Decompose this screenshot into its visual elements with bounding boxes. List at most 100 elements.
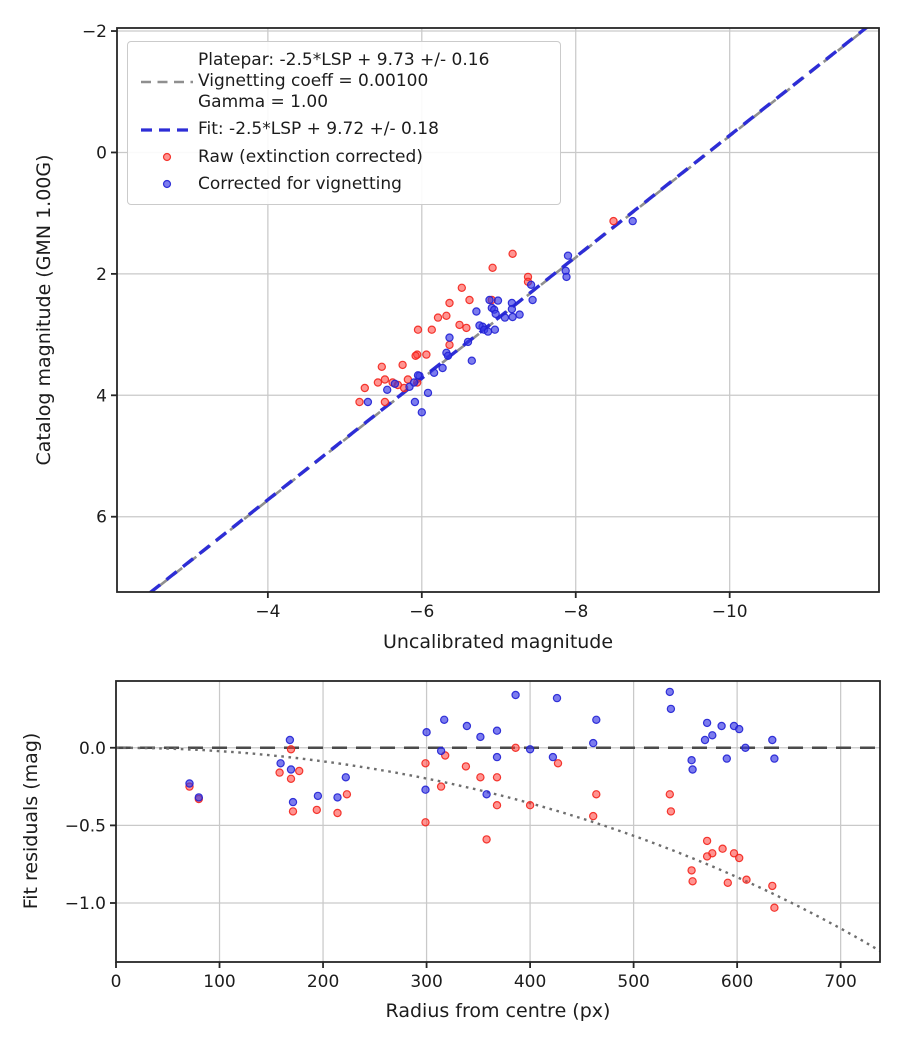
y-tick-label: −1.0 <box>65 894 106 914</box>
scatter-point-corrected <box>445 333 454 342</box>
tick-marks <box>110 746 842 968</box>
scatter-point-corrected <box>333 793 342 802</box>
scatter-point-corrected <box>285 735 295 745</box>
scatter-point-corrected <box>288 797 298 807</box>
scatter-point-raw <box>770 903 779 912</box>
scatter-point-raw <box>525 801 535 810</box>
scatter-point-raw <box>666 807 676 816</box>
scatter-point-corrected <box>708 731 717 740</box>
scatter-point-corrected <box>562 272 571 282</box>
scatter-point-corrected <box>526 280 536 289</box>
scatter-point-raw <box>411 351 420 360</box>
series-corrected <box>185 687 779 807</box>
fit-dashed-line-sample <box>136 126 198 134</box>
scatter-point-raw <box>436 782 446 791</box>
scatter-point-corrected <box>383 385 392 394</box>
scatter-point-corrected <box>443 351 453 360</box>
scatter-point-corrected <box>563 251 573 260</box>
scatter-point-corrected <box>688 765 697 774</box>
x-tick-label: −8 <box>563 602 588 622</box>
legend-corrected-label: Corrected for vignetting <box>198 173 402 194</box>
scatter-point-raw <box>718 844 727 853</box>
bottom-y-axis-label: Fit residuals (mag) <box>20 732 42 910</box>
scatter-point-corrected <box>552 693 562 703</box>
scatter-point-corrected <box>421 785 430 794</box>
red-dot-icon <box>162 153 172 162</box>
scatter-point-raw <box>462 323 471 333</box>
scatter-point-corrected <box>417 408 426 417</box>
scatter-point-raw <box>511 743 520 753</box>
y-tick-label: 0 <box>96 143 107 163</box>
scatter-point-corrected <box>507 304 517 314</box>
plot-area <box>148 28 869 592</box>
scatter-point-raw <box>421 759 430 768</box>
axes-frame <box>115 680 881 963</box>
scatter-point-raw <box>742 875 751 884</box>
scatter-point-raw <box>508 249 517 258</box>
scatter-point-corrected <box>515 310 524 319</box>
scatter-point-corrected <box>286 765 296 774</box>
scatter-point-raw <box>413 325 423 334</box>
scatter-point-corrected <box>741 743 750 753</box>
scatter-point-raw <box>433 313 443 322</box>
scatter-point-raw <box>380 397 390 407</box>
scatter-point-corrected <box>770 754 779 763</box>
scatter-point-raw <box>422 350 431 359</box>
scatter-point-corrected <box>717 721 726 731</box>
x-tick-label: 0 <box>111 972 122 992</box>
scatter-point-raw <box>360 383 369 393</box>
scatter-point-corrected <box>313 791 323 801</box>
scatter-point-corrected <box>491 309 500 319</box>
scatter-point-corrected <box>341 773 350 782</box>
legend-raw-label: Raw (extinction corrected) <box>198 146 423 167</box>
scatter-point-raw <box>492 801 502 810</box>
x-tick-label: 200 <box>307 972 339 992</box>
scatter-point-corrected <box>436 746 446 756</box>
legend: Platepar: -2.5*LSP + 9.73 +/- 0.16 Vigne… <box>127 41 561 205</box>
scatter-point-corrected <box>482 790 491 799</box>
scatter-point-corrected <box>511 690 520 700</box>
scatter-point-corrected <box>185 779 194 788</box>
scatter-point-raw <box>609 216 618 226</box>
scatter-point-raw <box>461 762 471 771</box>
scatter-point-raw <box>702 836 712 846</box>
x-tick-label: 100 <box>203 972 235 992</box>
scatter-point-raw <box>482 835 491 844</box>
scatter-point-corrected <box>702 718 712 728</box>
vignetting-model-curve <box>116 746 880 952</box>
scatter-point-raw <box>476 773 485 782</box>
scatter-point-corrected <box>492 726 502 735</box>
scatter-point-corrected <box>410 397 420 407</box>
scatter-point-raw <box>442 311 451 320</box>
series-corrected <box>363 216 637 417</box>
corrected-marker-sample <box>136 179 198 189</box>
scatter-point-corrected <box>666 704 676 714</box>
bottom-x-axis-label: Radius from centre (px) <box>385 1000 611 1022</box>
tick-marks <box>111 30 731 598</box>
blue-dot-icon <box>162 180 172 189</box>
scatter-point-raw <box>373 378 383 387</box>
scatter-point-corrected <box>476 732 485 742</box>
scatter-point-corrected <box>592 715 601 725</box>
scatter-point-raw <box>275 768 284 777</box>
scatter-point-corrected <box>276 759 285 768</box>
scatter-point-raw <box>445 340 454 350</box>
scatter-point-corrected <box>422 728 431 737</box>
scatter-point-corrected <box>665 687 675 697</box>
scatter-point-corrected <box>768 735 777 745</box>
plot-area <box>116 687 880 952</box>
legend-entry-raw: Raw (extinction corrected) <box>136 147 550 168</box>
scatter-point-raw <box>286 745 296 754</box>
x-tick-label: 600 <box>721 972 753 992</box>
x-tick-label: 300 <box>410 972 442 992</box>
scatter-point-corrected <box>508 312 517 322</box>
scatter-point-corrected <box>363 397 373 407</box>
scatter-point-corrected <box>525 745 535 754</box>
x-tick-label: −6 <box>409 602 434 622</box>
scatter-point-raw <box>688 877 697 886</box>
scatter-point-raw <box>492 773 502 782</box>
y-tick-label: 4 <box>96 386 107 406</box>
scatter-point-corrected <box>409 378 419 387</box>
scatter-point-corrected <box>493 296 503 305</box>
x-tick-label: 500 <box>617 972 649 992</box>
